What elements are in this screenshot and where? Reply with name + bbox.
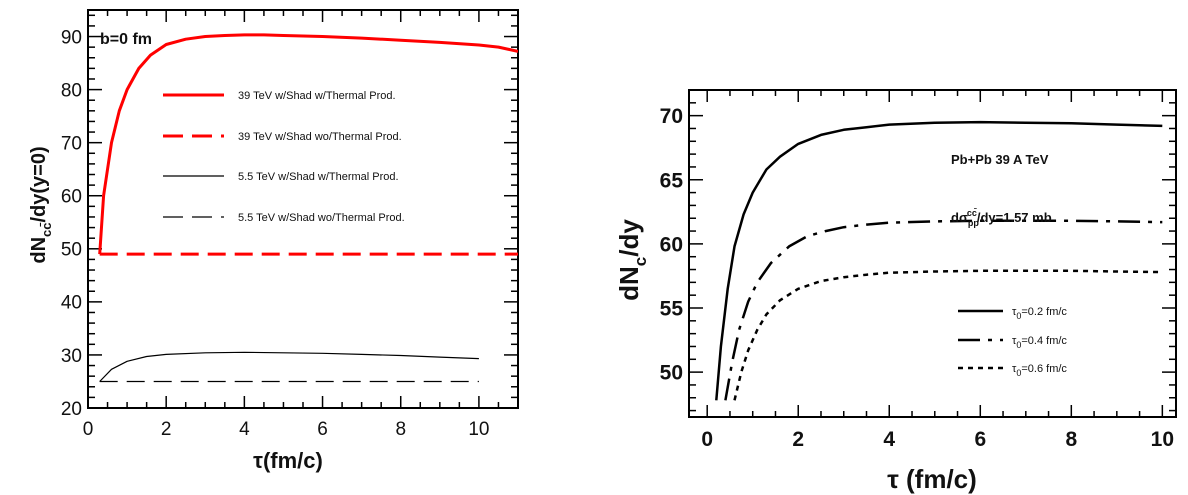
y-tick-label: 50 [660,362,683,385]
legend-label-4: 5.5 TeV w/Shad wo/Thermal Prod. [238,212,405,224]
legend-label-3: 5.5 TeV w/Shad w/Thermal Prod. [238,171,399,183]
annot-sub: pp [968,218,979,228]
x-tick-label: 10 [1151,428,1174,451]
y-axis-title-part: dN [614,266,644,301]
x-axis-title: τ (fm/c) [887,464,977,494]
series-line-3 [733,269,1163,401]
annotation-cross-section: dσppcc̄/dy=1.57 mb [951,208,1052,228]
series-line-1 [98,33,518,255]
y-axis-title-sub: cc̄ [39,223,54,237]
y-axis-title: dNc/dy [614,219,650,301]
x-tick-label: 0 [701,428,713,451]
y-axis-title-part: dN [28,237,50,264]
y-axis-title-sub: c [631,257,650,266]
y-tick-label: 40 [61,293,82,314]
x-tick-label: 2 [792,428,804,451]
plot-frame [688,89,1177,418]
annotation-system: Pb+Pb 39 A TeV [951,152,1049,167]
x-tick-label: 4 [883,428,895,451]
y-tick-label: 60 [61,187,82,208]
y-tick-label: 30 [61,346,82,367]
annot-part: /dy=1.57 mb [977,210,1052,225]
annotation-b: b=0 fm [100,31,152,48]
x-tick-label: 2 [161,419,172,440]
legend-label-1: τ0=0.2 fm/c [1012,306,1067,321]
legend-label-2: 39 TeV w/Shad wo/Thermal Prod. [238,131,402,143]
series-line-1 [715,120,1163,401]
x-tick-label: 4 [239,419,250,440]
y-tick-label: 65 [660,169,684,192]
legend-tau: τ [1012,306,1017,318]
y-axis-title-part: /dy(y=0) [28,146,50,222]
legend-label-2: τ0=0.4 fm/c [1012,335,1067,350]
legend-tau: τ [1012,363,1017,375]
legend-label-3: τ0=0.6 fm/c [1012,363,1067,378]
x-tick-label: 8 [1065,428,1077,451]
series-line-3 [99,351,479,382]
legend-label-1: 39 TeV w/Shad w/Thermal Prod. [238,90,396,102]
legend-rest: =0.4 fm/c [1021,335,1067,347]
legend-sub: 0 [1016,340,1021,350]
plot-frame [87,9,519,409]
annot-part: dσ [951,210,968,225]
y-tick-label: 80 [61,80,82,101]
x-tick-label: 8 [395,419,406,440]
x-tick-label: 6 [317,419,328,440]
legend-rest: =0.2 fm/c [1021,306,1067,318]
annot-sup: cc̄ [967,208,978,218]
x-tick-label: 0 [83,419,94,440]
x-tick-label: 6 [974,428,986,451]
y-tick-label: 50 [61,240,82,261]
y-tick-label: 55 [660,298,684,321]
series-line-2 [724,219,1163,401]
legend-rest: =0.6 fm/c [1021,363,1067,375]
y-tick-label: 70 [61,134,82,155]
y-tick-label: 20 [61,399,82,420]
y-tick-label: 90 [61,27,82,48]
legend-sub: 0 [1016,311,1021,321]
y-tick-label: 60 [660,233,683,256]
left-chart: 0 2 4 6 8 10 20 30 40 50 60 70 80 90 b=0 fm 39 TeV w/Sh… [28,9,519,473]
y-axis-title: dNcc̄/dy(y=0) [28,146,54,263]
x-tick-label: 10 [468,419,489,440]
y-axis-title-part: /dy [614,219,644,257]
y-tick-label: 70 [660,105,683,128]
legend-sub: 0 [1016,368,1021,378]
legend-tau: τ [1012,335,1017,347]
x-axis-title: τ(fm/c) [253,448,323,473]
